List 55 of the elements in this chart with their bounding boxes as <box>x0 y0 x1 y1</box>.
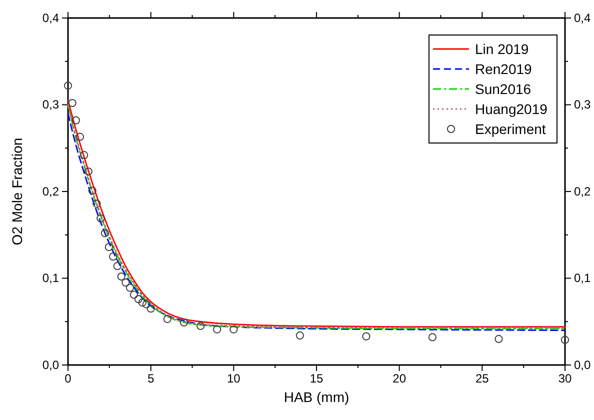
point <box>230 325 238 334</box>
x-tick-label: 20 <box>392 372 406 386</box>
point <box>72 116 80 124</box>
point <box>64 82 72 90</box>
x-tick-label: 30 <box>558 372 572 386</box>
point <box>88 186 96 195</box>
y2-tick-label: 0,3 <box>574 98 592 112</box>
legend-label: Ren2019 <box>475 61 532 77</box>
point <box>80 151 88 160</box>
point <box>494 334 503 344</box>
point <box>134 295 142 304</box>
x-tick-label: 10 <box>226 372 241 386</box>
x-tick-label: 5 <box>147 372 154 386</box>
point <box>428 333 437 342</box>
x-axis-title: HAB (mm) <box>284 389 350 405</box>
point <box>126 284 134 292</box>
point <box>180 318 188 327</box>
y2-tick-label: 0,0 <box>574 358 592 372</box>
point <box>68 98 76 108</box>
legend-label: Sun2016 <box>475 81 532 97</box>
y2-tick-label: 0,4 <box>574 10 592 25</box>
point <box>113 262 122 270</box>
y-tick-label: 0,0 <box>42 358 60 372</box>
point <box>100 229 110 238</box>
point <box>560 336 570 344</box>
y-tick-label: 0,3 <box>42 98 60 112</box>
point <box>146 304 155 313</box>
legend-label: Experiment <box>475 121 546 137</box>
x-tick-label: 25 <box>475 372 490 386</box>
point <box>117 272 126 281</box>
point <box>92 200 101 208</box>
y2-tick-label: 0,2 <box>574 184 592 198</box>
point <box>104 242 113 252</box>
x-tick-label: 0 <box>64 372 72 386</box>
x-tick-label: 15 <box>310 372 324 386</box>
y-tick-label: 0,1 <box>42 271 60 286</box>
point <box>76 132 84 141</box>
y-tick-label: 0,4 <box>42 10 60 25</box>
legend-label: Huang2019 <box>475 101 548 117</box>
point <box>96 214 105 222</box>
point <box>163 314 172 324</box>
y-axis-title: O2 Mole Fraction <box>9 138 25 246</box>
point <box>130 290 138 299</box>
y-tick-label: 0,2 <box>42 184 60 198</box>
point <box>142 300 150 308</box>
point <box>138 298 146 307</box>
point <box>296 331 304 340</box>
legend-label: Lin 2019 <box>475 41 529 57</box>
point <box>84 167 92 176</box>
point <box>196 322 205 330</box>
point <box>108 252 118 261</box>
point <box>122 278 130 287</box>
point <box>213 325 222 334</box>
y2-tick-label: 0,1 <box>574 271 592 286</box>
point <box>362 332 370 340</box>
